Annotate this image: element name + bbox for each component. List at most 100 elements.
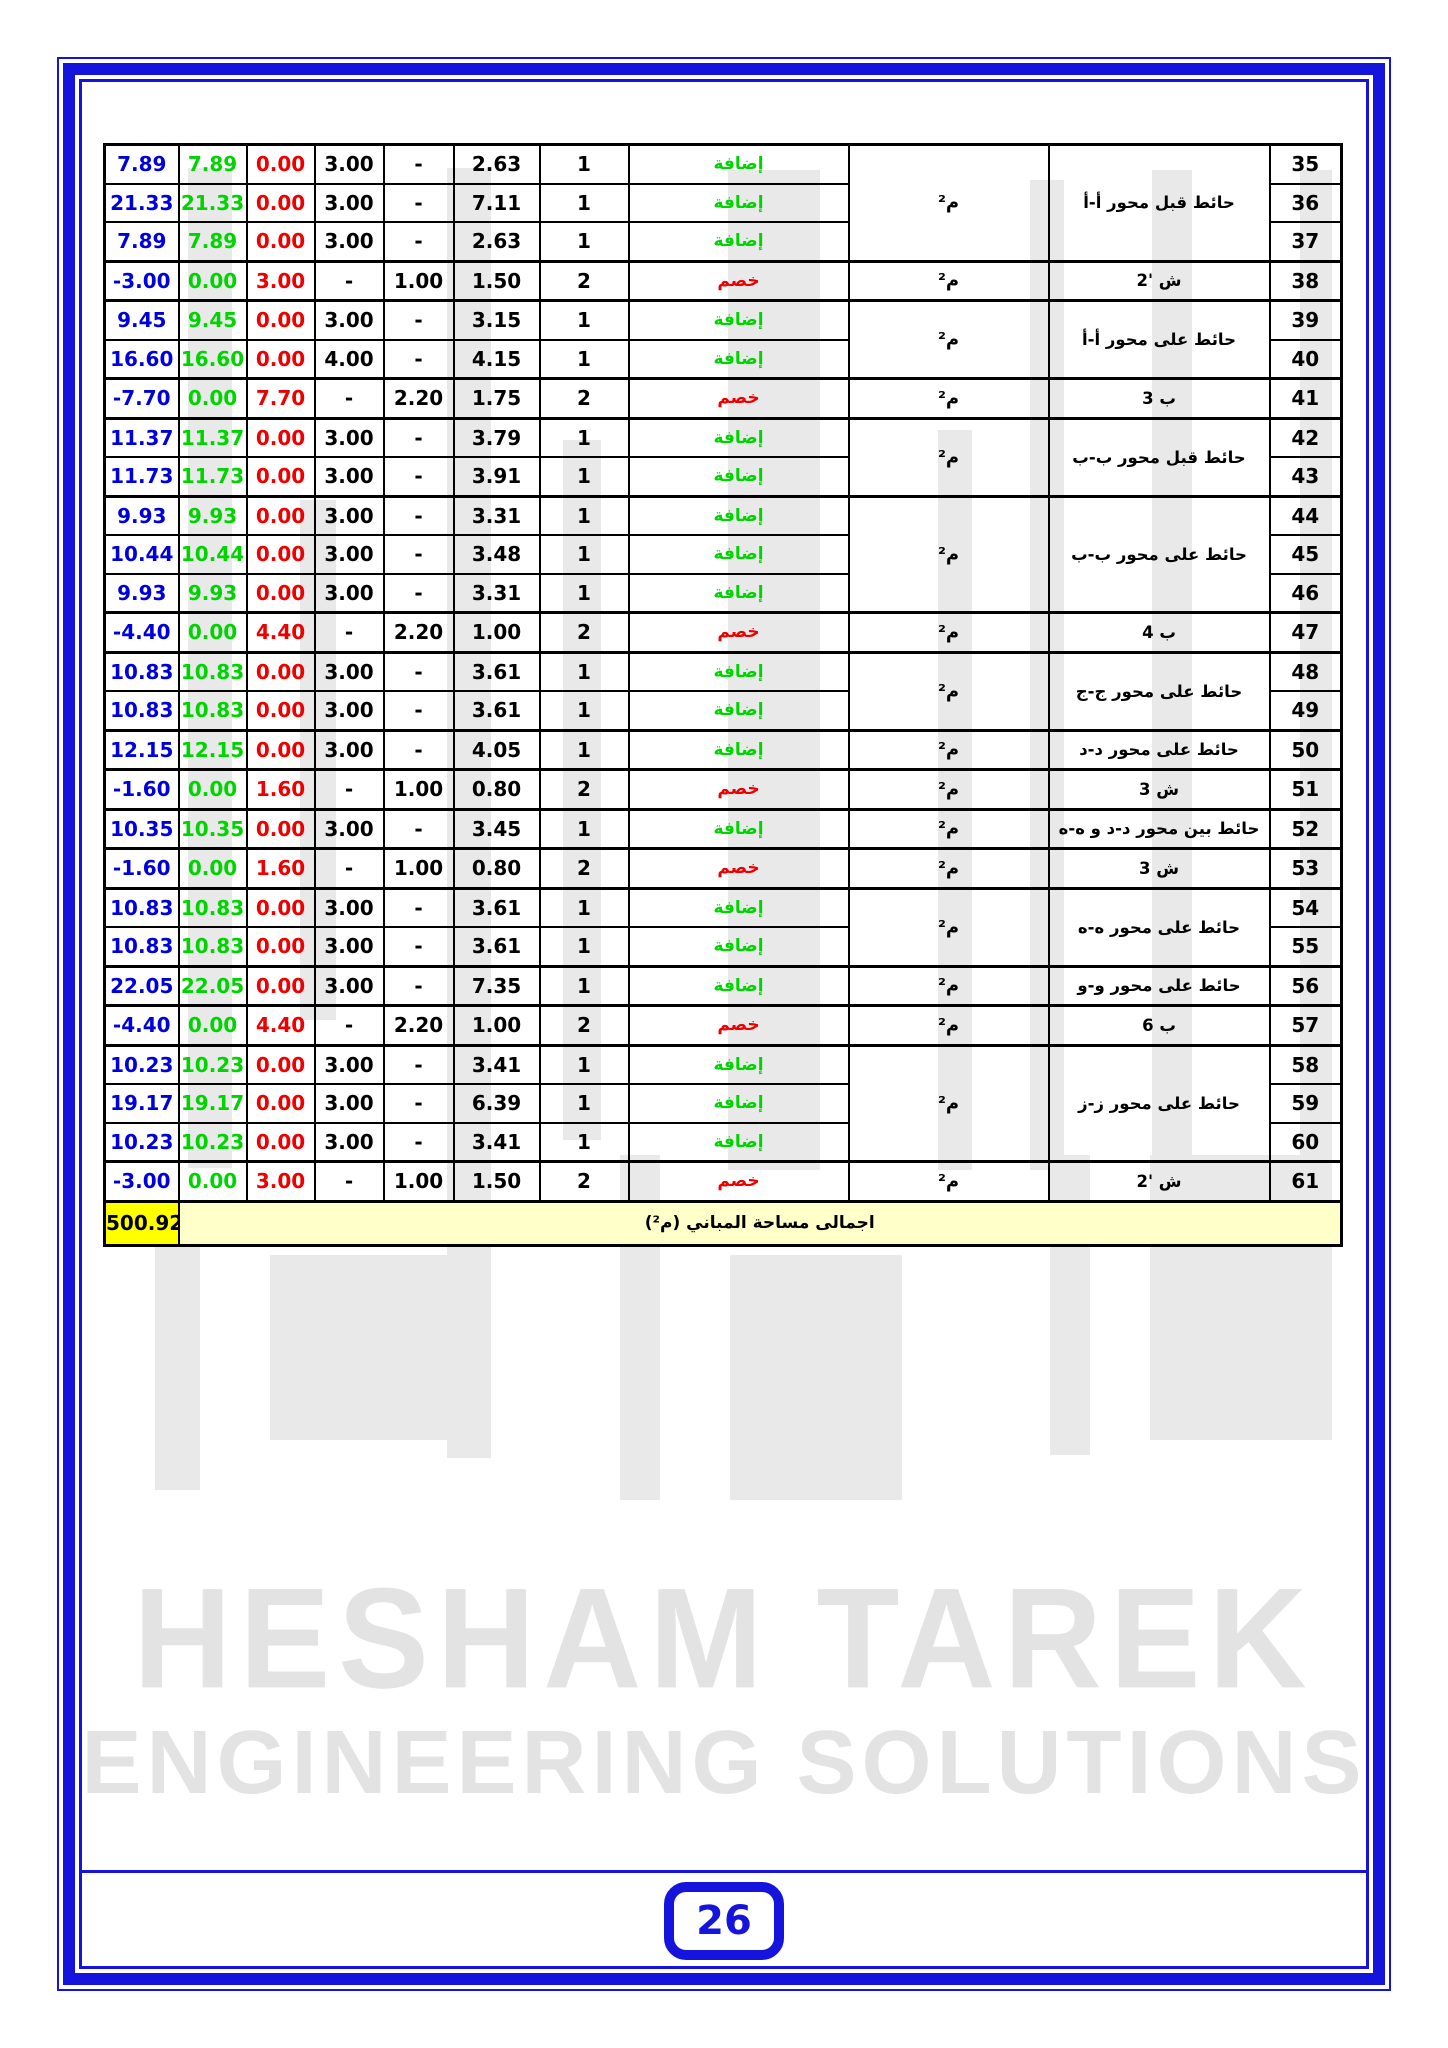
cell-description: ش 3 bbox=[1047, 847, 1271, 889]
cell-deduction: 0.00 bbox=[245, 143, 316, 185]
cell-net-area: 9.93 bbox=[103, 494, 180, 536]
cell-operation-type: خصم bbox=[627, 377, 850, 419]
cell-length: 3.48 bbox=[452, 534, 541, 575]
cell-addition: 10.44 bbox=[177, 534, 248, 575]
cell-net-area: -1.60 bbox=[103, 768, 180, 810]
cell-net-area: 22.05 bbox=[103, 964, 180, 1007]
cell-count: 2 bbox=[538, 768, 630, 810]
cell-operation-type: إضافة bbox=[627, 926, 850, 967]
cell-length: 3.61 bbox=[452, 650, 541, 692]
cell-net-area: -1.60 bbox=[103, 847, 180, 889]
cell-net-area: 10.83 bbox=[103, 886, 180, 928]
cell-deduction: 3.00 bbox=[245, 1160, 316, 1202]
cell-length: 6.39 bbox=[452, 1083, 541, 1124]
cell-count: 2 bbox=[538, 847, 630, 889]
cell-width: 2.20 bbox=[382, 1004, 455, 1046]
table-row: 11.73 11.73 0.00 3.00-3.91 1 إضافة 43 bbox=[103, 456, 1343, 497]
table-row: 10.44 10.44 0.00 3.00-3.48 1 إضافة 45 bbox=[103, 534, 1343, 575]
cell-row-number: 53 bbox=[1268, 847, 1343, 889]
cell-width: - bbox=[382, 494, 455, 536]
cell-length: 2.63 bbox=[452, 143, 541, 185]
cell-description: ش '2 bbox=[1047, 1160, 1271, 1202]
cell-count: 1 bbox=[538, 728, 630, 771]
cell-deduction: 0.00 bbox=[245, 338, 316, 380]
cell-length: 3.41 bbox=[452, 1043, 541, 1085]
cell-deduction: 0.00 bbox=[245, 1083, 316, 1124]
cell-width: 2.20 bbox=[382, 611, 455, 653]
cell-height: - bbox=[313, 1004, 385, 1046]
cell-operation-type: خصم bbox=[627, 768, 850, 810]
cell-addition: 10.23 bbox=[177, 1043, 248, 1085]
cell-length: 7.11 bbox=[452, 182, 541, 223]
cell-addition: 0.00 bbox=[177, 377, 248, 419]
cell-count: 2 bbox=[538, 1004, 630, 1046]
cell-deduction: 0.00 bbox=[245, 299, 316, 341]
cell-addition: 0.00 bbox=[177, 1160, 248, 1202]
cell-net-area: -3.00 bbox=[103, 1160, 180, 1202]
cell-net-area: 11.37 bbox=[103, 416, 180, 458]
cell-count: 2 bbox=[538, 1160, 630, 1202]
cell-height: 3.00 bbox=[313, 456, 385, 497]
cell-row-number: 37 bbox=[1268, 221, 1343, 262]
cell-row-number: 44 bbox=[1268, 494, 1343, 536]
cell-row-number: 43 bbox=[1268, 456, 1343, 497]
cell-net-area: 10.35 bbox=[103, 807, 180, 850]
cell-count: 1 bbox=[538, 886, 630, 928]
cell-row-number: 58 bbox=[1268, 1043, 1343, 1085]
cell-length: 4.15 bbox=[452, 338, 541, 380]
cell-description: حائط على محور ج-ج bbox=[1047, 650, 1271, 731]
cell-count: 1 bbox=[538, 299, 630, 341]
cell-operation-type: خصم bbox=[627, 259, 850, 302]
watermark-text-line2: ENGINEERING SOLUTIONS bbox=[81, 1713, 1367, 1813]
cell-deduction: 0.00 bbox=[245, 728, 316, 771]
cell-length: 3.45 bbox=[452, 807, 541, 850]
cell-net-area: 10.83 bbox=[103, 690, 180, 731]
cell-description: حائط قبل محور أ-أ bbox=[1047, 143, 1271, 262]
cell-addition: 10.83 bbox=[177, 650, 248, 692]
watermark-text-line1: HESHAM TAREK bbox=[133, 1558, 1315, 1718]
cell-addition: 10.35 bbox=[177, 807, 248, 850]
cell-unit: م² bbox=[847, 768, 1050, 810]
cell-height: 3.00 bbox=[313, 416, 385, 458]
cell-operation-type: إضافة bbox=[627, 964, 850, 1007]
cell-width: - bbox=[382, 650, 455, 692]
cell-row-number: 56 bbox=[1268, 964, 1343, 1007]
cell-height: - bbox=[313, 768, 385, 810]
cell-unit: م² bbox=[847, 143, 1050, 262]
cell-height: 3.00 bbox=[313, 926, 385, 967]
cell-length: 2.63 bbox=[452, 221, 541, 262]
cell-addition: 0.00 bbox=[177, 259, 248, 302]
cell-width: - bbox=[382, 182, 455, 223]
cell-addition: 0.00 bbox=[177, 611, 248, 653]
cell-width: - bbox=[382, 338, 455, 380]
cell-height: 3.00 bbox=[313, 728, 385, 771]
cell-net-area: 16.60 bbox=[103, 338, 180, 380]
cell-operation-type: خصم bbox=[627, 611, 850, 653]
cell-deduction: 0.00 bbox=[245, 1043, 316, 1085]
cell-description: ب 6 bbox=[1047, 1004, 1271, 1046]
cell-addition: 9.45 bbox=[177, 299, 248, 341]
cell-height: 3.00 bbox=[313, 572, 385, 614]
cell-width: - bbox=[382, 926, 455, 967]
cell-count: 1 bbox=[538, 143, 630, 185]
cell-deduction: 0.00 bbox=[245, 416, 316, 458]
cell-operation-type: إضافة bbox=[627, 1121, 850, 1163]
cell-height: - bbox=[313, 847, 385, 889]
cell-height: 3.00 bbox=[313, 1043, 385, 1085]
cell-unit: م² bbox=[847, 416, 1050, 497]
cell-unit: م² bbox=[847, 377, 1050, 419]
watermark-shape bbox=[155, 1230, 200, 1490]
table-row: 16.60 16.60 0.00 4.00-4.15 1 إضافة 40 bbox=[103, 338, 1343, 380]
table-row: 12.15 12.15 0.00 3.00-4.05 1 إضافة م² حائط على … bbox=[103, 728, 1343, 771]
cell-deduction: 4.40 bbox=[245, 1004, 316, 1046]
cell-deduction: 0.00 bbox=[245, 572, 316, 614]
cell-deduction: 0.00 bbox=[245, 494, 316, 536]
watermark-shape bbox=[270, 1255, 450, 1440]
cell-width: 1.00 bbox=[382, 1160, 455, 1202]
cell-addition: 0.00 bbox=[177, 768, 248, 810]
cell-unit: م² bbox=[847, 728, 1050, 771]
page-number: 26 bbox=[696, 1898, 752, 1944]
cell-operation-type: خصم bbox=[627, 847, 850, 889]
cell-unit: م² bbox=[847, 807, 1050, 850]
